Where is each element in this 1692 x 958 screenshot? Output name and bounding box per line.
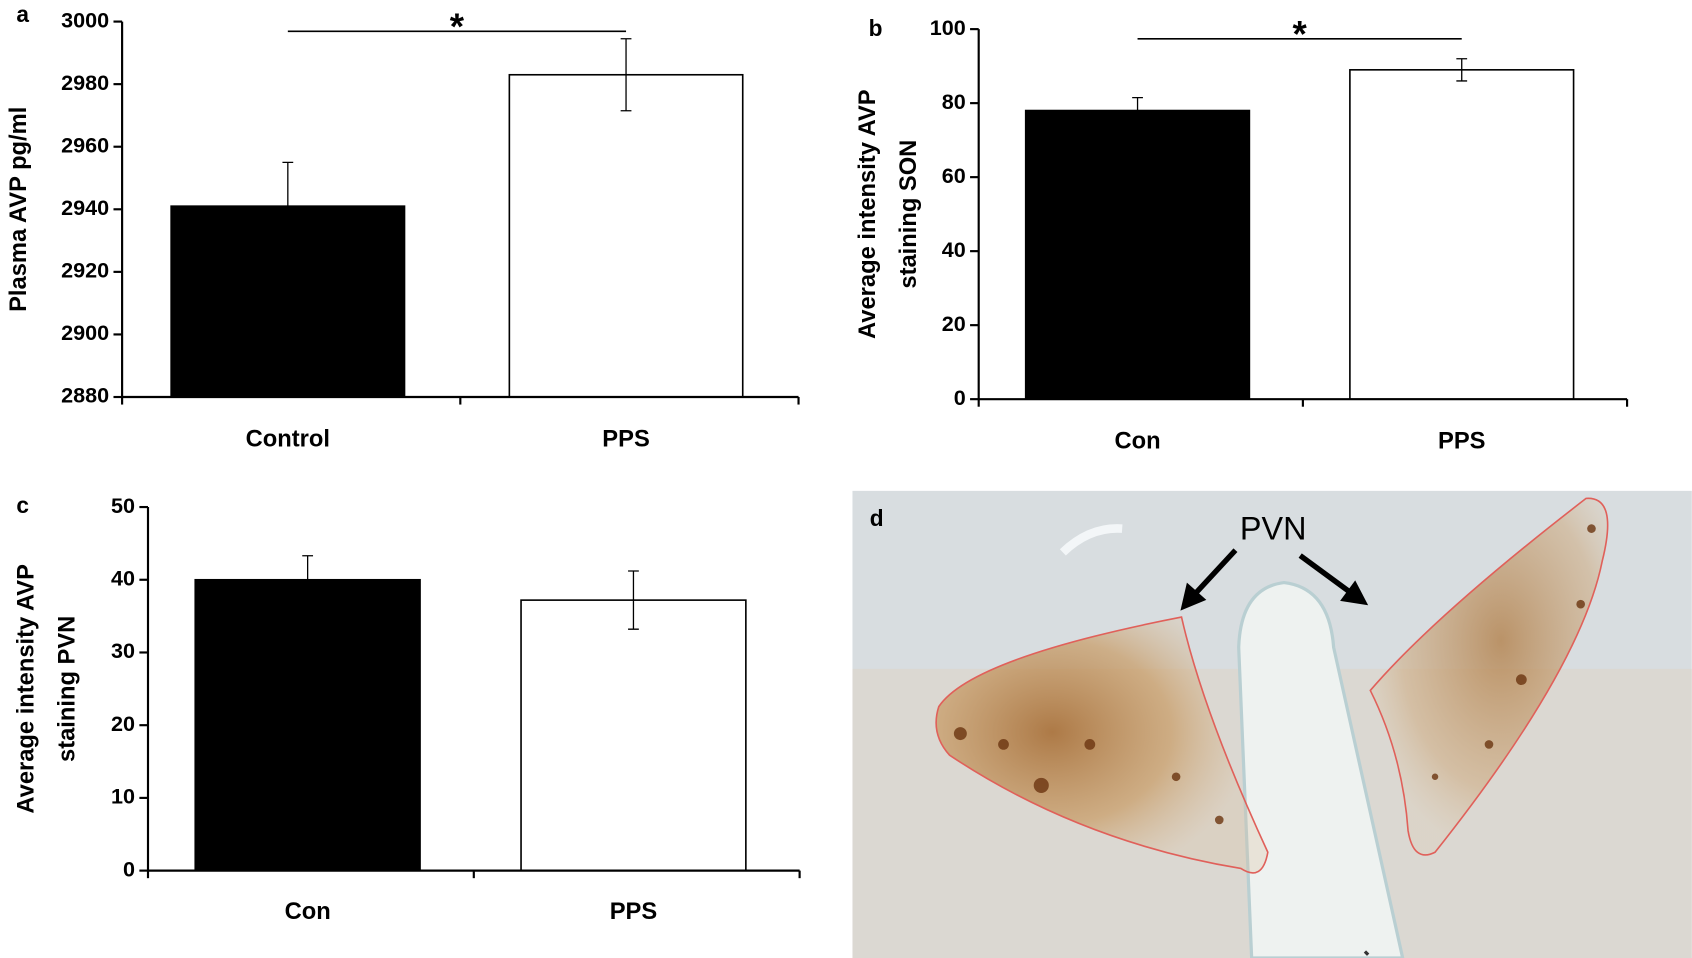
x-tick-label: PPS [610,899,657,925]
y-tick-label: 2940 [61,195,109,220]
error-bar [1132,96,1143,125]
bar-chart: b Average intensity AVP staining SON 0 20 40 6… [855,13,1629,455]
y-axis-label: Plasma AVP pg/ml [6,107,32,312]
y-tick-label: 2960 [61,132,109,157]
y-tick-label: 2900 [61,320,109,345]
ventricle [1237,580,1405,958]
bar [508,73,744,398]
x-tick-label: Con [285,899,331,925]
y-tick-label: 40 [111,565,135,590]
y-tick-label: 2980 [61,70,109,95]
bar [520,599,747,872]
significance-marker: * [450,6,465,47]
y-tick-label: 50 [111,493,135,518]
bar-chart: a Plasma AVP pg/ml 2880 2900 2920 2940 2960 298… [6,1,800,452]
micrograph: PVN d [852,490,1692,958]
speck [1363,950,1370,956]
y-tick-label: 0 [123,856,135,881]
error-bar [620,38,632,112]
pvn-outline-right [1369,497,1609,856]
bar-chart: c Average intensity AVP staining PVN 0 10 20 3… [13,492,801,925]
y-tick-label: 2920 [61,258,109,283]
y-axis-label: Average intensity AVP [13,564,39,814]
y-tick-label: 2880 [61,383,109,408]
y-tick-label: 30 [111,638,135,663]
y-axis-label: staining PVN [54,616,80,762]
y-axis-label: staining SON [896,140,922,289]
stained-cells [953,524,1596,825]
x-tick-label: Control [246,426,330,452]
error-bar [282,161,294,251]
bar [1349,69,1575,400]
significance-marker: * [1293,13,1308,54]
panel-label: c [16,492,29,518]
y-tick-label: 0 [954,385,966,410]
x-tick-label: Con [1114,429,1160,455]
y-tick-label: 60 [942,163,966,188]
panel-label: b [869,15,883,41]
annotation: PVN [1240,510,1307,546]
error-bar [1456,58,1468,82]
bar [1024,109,1251,400]
bar [194,578,421,872]
y-tick-label: 20 [942,311,966,336]
x-tick-label: PPS [1438,429,1485,455]
panel-label: a [16,1,29,27]
x-tick-label: PPS [602,426,649,452]
y-tick-label: 40 [942,237,966,262]
panel-label: d [870,505,884,531]
error-bar [302,555,314,605]
y-tick-label: 20 [111,711,135,736]
y-axis-label: Average intensity AVP [855,89,881,339]
pvn-outline-left [935,616,1269,874]
arrows [1180,548,1369,611]
y-tick-label: 80 [942,89,966,114]
error-bar [628,570,639,630]
y-tick-label: 3000 [61,7,109,32]
y-tick-label: 100 [930,15,966,40]
y-tick-label: 10 [111,784,135,809]
vessel [1059,524,1123,556]
